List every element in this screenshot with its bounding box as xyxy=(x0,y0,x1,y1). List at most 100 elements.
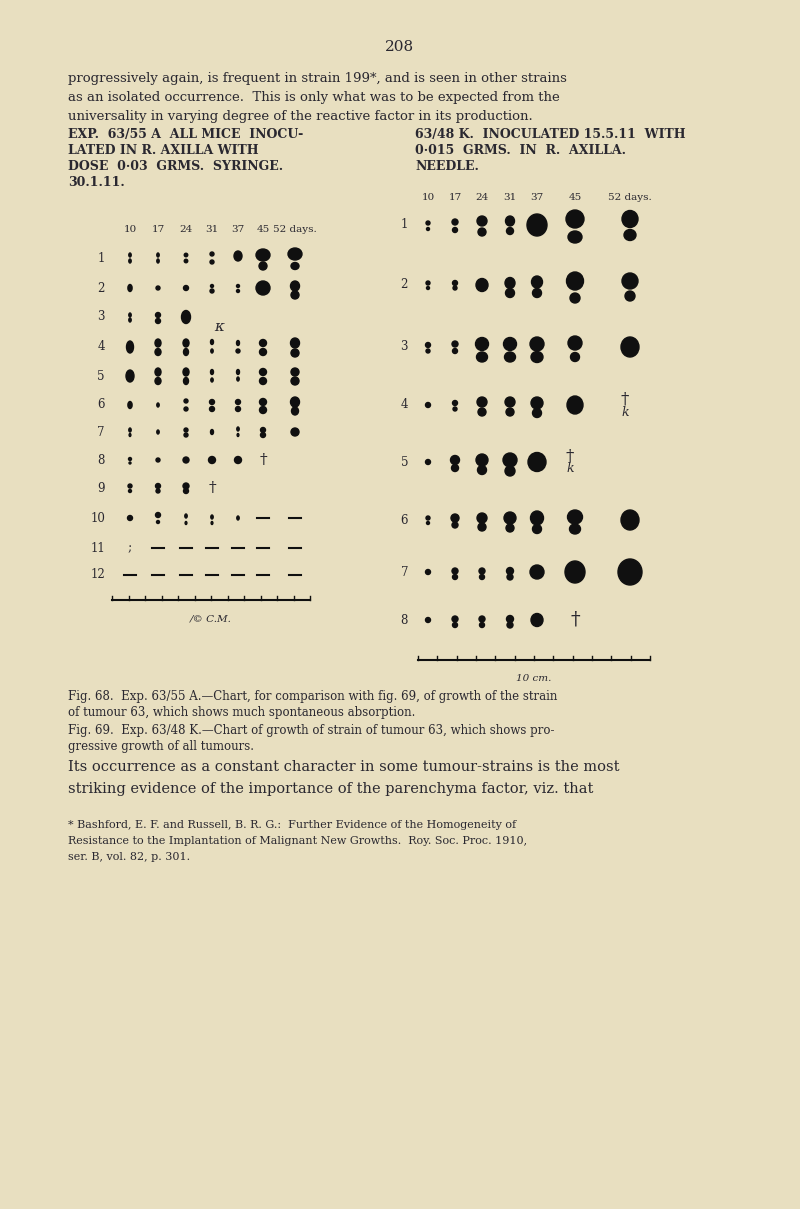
Ellipse shape xyxy=(622,273,638,289)
Ellipse shape xyxy=(234,251,242,261)
Ellipse shape xyxy=(478,407,486,416)
Ellipse shape xyxy=(476,278,488,291)
Text: DOSE  0·03  GRMS.  SYRINGE.: DOSE 0·03 GRMS. SYRINGE. xyxy=(68,160,283,173)
Text: ;: ; xyxy=(128,542,132,555)
Ellipse shape xyxy=(533,525,542,533)
Ellipse shape xyxy=(453,400,458,405)
Ellipse shape xyxy=(156,458,160,462)
Ellipse shape xyxy=(506,615,514,623)
Ellipse shape xyxy=(476,455,488,465)
Text: 37: 37 xyxy=(231,225,245,235)
Ellipse shape xyxy=(183,368,189,376)
Ellipse shape xyxy=(184,253,188,256)
Text: LATED IN R. AXILLA WITH: LATED IN R. AXILLA WITH xyxy=(68,144,258,157)
Ellipse shape xyxy=(567,397,583,413)
Ellipse shape xyxy=(210,370,214,375)
Text: ser. B, vol. 82, p. 301.: ser. B, vol. 82, p. 301. xyxy=(68,852,190,862)
Text: k: k xyxy=(566,463,574,475)
Text: ᴋ: ᴋ xyxy=(214,320,223,334)
Ellipse shape xyxy=(426,459,430,464)
Ellipse shape xyxy=(503,337,517,351)
Text: 6: 6 xyxy=(98,399,105,411)
Ellipse shape xyxy=(210,399,214,405)
Ellipse shape xyxy=(477,397,487,407)
Text: 9: 9 xyxy=(98,481,105,494)
Ellipse shape xyxy=(478,523,486,531)
Ellipse shape xyxy=(237,289,239,293)
Ellipse shape xyxy=(565,561,585,583)
Ellipse shape xyxy=(291,368,299,376)
Text: 31: 31 xyxy=(503,193,517,202)
Ellipse shape xyxy=(237,341,239,346)
Ellipse shape xyxy=(183,348,189,355)
Ellipse shape xyxy=(211,349,213,353)
Text: Its occurrence as a constant character in some tumour-strains is the most: Its occurrence as a constant character i… xyxy=(68,760,619,774)
Text: 2: 2 xyxy=(401,278,408,291)
Ellipse shape xyxy=(531,276,542,288)
Ellipse shape xyxy=(452,568,458,574)
Text: 52 days.: 52 days. xyxy=(273,225,317,235)
Text: 8: 8 xyxy=(98,453,105,467)
Ellipse shape xyxy=(210,284,214,288)
Text: 5: 5 xyxy=(98,370,105,382)
Ellipse shape xyxy=(157,521,159,523)
Ellipse shape xyxy=(237,284,239,288)
Ellipse shape xyxy=(182,311,190,324)
Ellipse shape xyxy=(157,430,159,434)
Text: * Bashford, E. F. and Russell, B. R. G.:  Further Evidence of the Homogeneity of: * Bashford, E. F. and Russell, B. R. G.:… xyxy=(68,820,516,831)
Ellipse shape xyxy=(506,289,514,297)
Text: 45: 45 xyxy=(256,225,270,235)
Ellipse shape xyxy=(507,574,513,580)
Ellipse shape xyxy=(507,621,513,627)
Ellipse shape xyxy=(291,349,299,357)
Text: 17: 17 xyxy=(448,193,462,202)
Text: as an isolated occurrence.  This is only what was to be expected from the: as an isolated occurrence. This is only … xyxy=(68,91,560,104)
Ellipse shape xyxy=(570,353,579,361)
Text: Resistance to the Implantation of Malignant New Growths.  Roy. Soc. Proc. 1910,: Resistance to the Implantation of Malign… xyxy=(68,835,527,846)
Ellipse shape xyxy=(530,337,544,351)
Text: 8: 8 xyxy=(401,613,408,626)
Ellipse shape xyxy=(533,289,542,297)
Ellipse shape xyxy=(237,427,239,430)
Ellipse shape xyxy=(291,407,298,415)
Ellipse shape xyxy=(506,216,514,226)
Text: 7: 7 xyxy=(401,566,408,578)
Ellipse shape xyxy=(621,510,639,530)
Ellipse shape xyxy=(479,568,485,574)
Ellipse shape xyxy=(126,341,134,353)
Text: †: † xyxy=(259,453,267,467)
Ellipse shape xyxy=(291,428,299,436)
Ellipse shape xyxy=(426,227,430,231)
Ellipse shape xyxy=(155,312,161,318)
Ellipse shape xyxy=(530,511,543,525)
Ellipse shape xyxy=(426,618,430,623)
Ellipse shape xyxy=(426,287,430,289)
Ellipse shape xyxy=(453,280,458,285)
Ellipse shape xyxy=(259,399,266,405)
Ellipse shape xyxy=(183,377,189,384)
Text: 45: 45 xyxy=(568,193,582,202)
Ellipse shape xyxy=(261,428,266,433)
Text: 52 days.: 52 days. xyxy=(608,193,652,202)
Ellipse shape xyxy=(475,337,489,351)
Text: 5: 5 xyxy=(401,456,408,469)
Ellipse shape xyxy=(453,574,458,579)
Ellipse shape xyxy=(127,515,133,521)
Ellipse shape xyxy=(155,339,161,347)
Ellipse shape xyxy=(155,377,161,384)
Ellipse shape xyxy=(183,339,189,347)
Ellipse shape xyxy=(236,349,240,353)
Text: 208: 208 xyxy=(386,40,414,54)
Ellipse shape xyxy=(237,370,239,375)
Ellipse shape xyxy=(184,433,188,436)
Ellipse shape xyxy=(210,289,214,293)
Ellipse shape xyxy=(527,214,547,236)
Ellipse shape xyxy=(530,565,544,579)
Ellipse shape xyxy=(426,342,430,347)
Ellipse shape xyxy=(210,260,214,264)
Ellipse shape xyxy=(157,253,159,258)
Text: NEEDLE.: NEEDLE. xyxy=(415,160,479,173)
Ellipse shape xyxy=(506,227,514,235)
Ellipse shape xyxy=(256,280,270,295)
Ellipse shape xyxy=(505,465,515,476)
